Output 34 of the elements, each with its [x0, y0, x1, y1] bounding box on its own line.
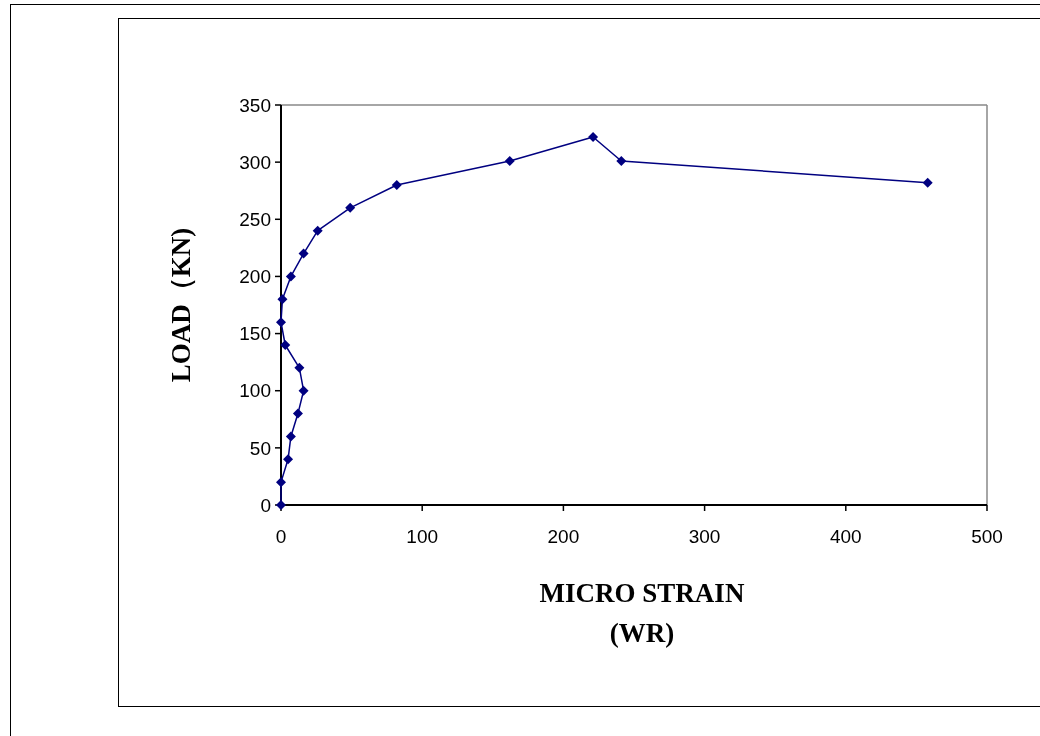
point [283, 454, 294, 465]
point [345, 202, 356, 213]
point [285, 431, 296, 442]
y-tick-label: 150 [239, 323, 271, 345]
point [298, 248, 309, 259]
point [294, 362, 305, 373]
point [276, 477, 286, 488]
y-tick-label: 300 [239, 151, 271, 173]
point [391, 180, 402, 190]
point [285, 271, 296, 282]
x-tick-label: 200 [547, 526, 580, 547]
point [292, 408, 303, 419]
point [588, 132, 599, 142]
y-tick-label: 250 [239, 208, 271, 230]
y-tick-label: 50 [249, 437, 271, 459]
y-tick-label: 100 [239, 380, 271, 402]
x-tick-label: 300 [688, 526, 721, 547]
x-tick-label: 0 [275, 526, 287, 547]
point [504, 156, 515, 166]
x-axis-title: MICRO STRAIN (WR) [539, 578, 745, 648]
x-tick-label: 500 [971, 526, 1003, 547]
y-tick-label: 200 [239, 266, 271, 288]
point [276, 317, 286, 328]
point [298, 385, 309, 396]
point [312, 225, 323, 236]
x-tick-label: 400 [829, 526, 862, 547]
y-tick-label: 0 [260, 494, 271, 516]
point [922, 177, 933, 188]
point [616, 156, 627, 166]
point [280, 340, 291, 350]
point [277, 294, 288, 305]
x-tick-label: 100 [406, 526, 439, 547]
y-tick-label: 350 [239, 94, 271, 116]
y-axis-title: LOAD（KN) [166, 227, 196, 383]
